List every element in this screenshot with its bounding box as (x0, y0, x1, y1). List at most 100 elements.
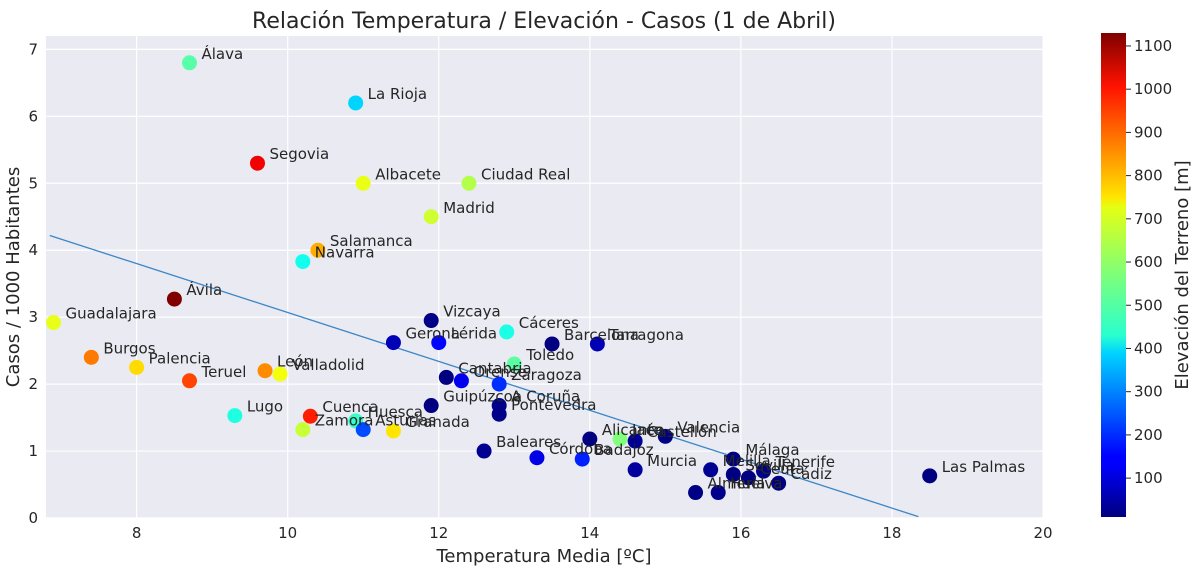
data-point (529, 450, 545, 466)
data-point (385, 335, 401, 351)
data-point (348, 95, 364, 111)
colorbar-tick-label: 600 (1134, 253, 1163, 271)
data-point (272, 366, 288, 382)
data-point (688, 485, 704, 501)
x-tick-label: 8 (132, 524, 142, 542)
data-point (627, 433, 643, 449)
point-label: Murcia (647, 452, 697, 470)
point-label: Madrid (443, 199, 495, 217)
data-point (302, 408, 318, 424)
colorbar-tick-label: 500 (1134, 296, 1163, 314)
colorbar-tick-label: 1100 (1134, 37, 1172, 55)
data-point (438, 369, 454, 385)
colorbar-tick-label: 300 (1134, 383, 1163, 401)
point-label: Lérida (451, 325, 497, 343)
point-label: Barcelona (564, 326, 639, 344)
data-point (922, 468, 938, 484)
data-point (182, 55, 198, 71)
point-label: Segovia (269, 145, 329, 163)
point-label: Cáceres (519, 314, 579, 332)
data-point (166, 291, 182, 307)
colorbar-tick-label: 400 (1134, 339, 1163, 357)
data-point (627, 462, 643, 478)
point-label: Córdoba (549, 440, 612, 458)
x-tick-label: 14 (580, 524, 599, 542)
point-label: Vizcaya (443, 303, 500, 321)
point-label: Asturias (375, 412, 436, 430)
y-tick-label: 3 (28, 308, 38, 326)
point-label: Baleares (496, 433, 561, 451)
data-point (491, 406, 507, 422)
data-point (506, 356, 522, 372)
point-label: Cantabria (458, 359, 531, 377)
points-layer (46, 55, 938, 501)
data-point (771, 475, 787, 491)
data-point (491, 376, 507, 392)
y-tick-label: 1 (28, 442, 38, 460)
x-tick-label: 16 (731, 524, 750, 542)
y-tick-label: 4 (28, 241, 38, 259)
data-point (453, 373, 469, 389)
data-point (476, 443, 492, 459)
point-label: Jaén (631, 421, 664, 439)
colorbar (1101, 33, 1126, 517)
point-label: Ciudad Real (481, 165, 571, 183)
grid (46, 36, 1044, 519)
data-point (740, 470, 756, 486)
point-label: Zamora (315, 412, 374, 430)
trend-line (49, 234, 919, 518)
chart-title: Relación Temperatura / Elevación - Casos… (252, 9, 836, 34)
point-label: Guipúzcoa (443, 388, 522, 406)
data-point (355, 175, 371, 191)
data-point (499, 324, 515, 340)
data-point (46, 315, 62, 331)
data-point (423, 313, 439, 329)
point-label: Palencia (149, 349, 211, 367)
data-point (725, 451, 741, 467)
point-label: Huelva (730, 475, 782, 493)
point-label: Tenerife (775, 453, 835, 471)
data-point (129, 359, 145, 375)
data-point (227, 408, 243, 424)
colorbar-tick-label: 800 (1134, 167, 1163, 185)
data-point (355, 422, 371, 438)
point-label: Sevilla (745, 456, 794, 474)
point-label: Valladolid (292, 356, 364, 374)
point-label: Gerona (405, 325, 460, 343)
point-label: Huesca (368, 403, 423, 421)
point-label: Tarragona (608, 326, 684, 344)
x-axis-label: Temperatura Media [ºC] (436, 546, 652, 567)
data-point (295, 422, 311, 438)
point-label: Zaragoza (511, 366, 582, 384)
point-label: Salamanca (330, 232, 413, 250)
point-label: Granada (405, 413, 469, 431)
point-label: Cuenca (322, 398, 378, 416)
y-tick-label: 6 (28, 107, 38, 125)
data-point (182, 373, 198, 389)
data-point (385, 423, 401, 439)
colorbar-label: Elevación del Terreno [m] (1172, 160, 1193, 389)
data-point (423, 398, 439, 414)
data-point (544, 336, 560, 352)
data-point (83, 349, 99, 365)
data-point (423, 209, 439, 225)
point-label: Almería (708, 475, 766, 493)
y-tick-label: 5 (28, 174, 38, 192)
data-point (461, 175, 477, 191)
data-point (257, 363, 273, 379)
data-point (249, 155, 265, 171)
data-point (756, 463, 772, 479)
data-point (710, 485, 726, 501)
point-label: Teruel (201, 363, 247, 381)
y-tick-label: 7 (28, 40, 38, 58)
colorbar-tick-label: 200 (1134, 426, 1163, 444)
point-label: La Rioja (368, 85, 427, 103)
colorbar-tick-label: 700 (1134, 210, 1163, 228)
point-label: Melilla (723, 452, 771, 470)
colorbar-tick-label: 1000 (1134, 80, 1172, 98)
data-point (725, 466, 741, 482)
point-label: Valencia (677, 418, 740, 436)
